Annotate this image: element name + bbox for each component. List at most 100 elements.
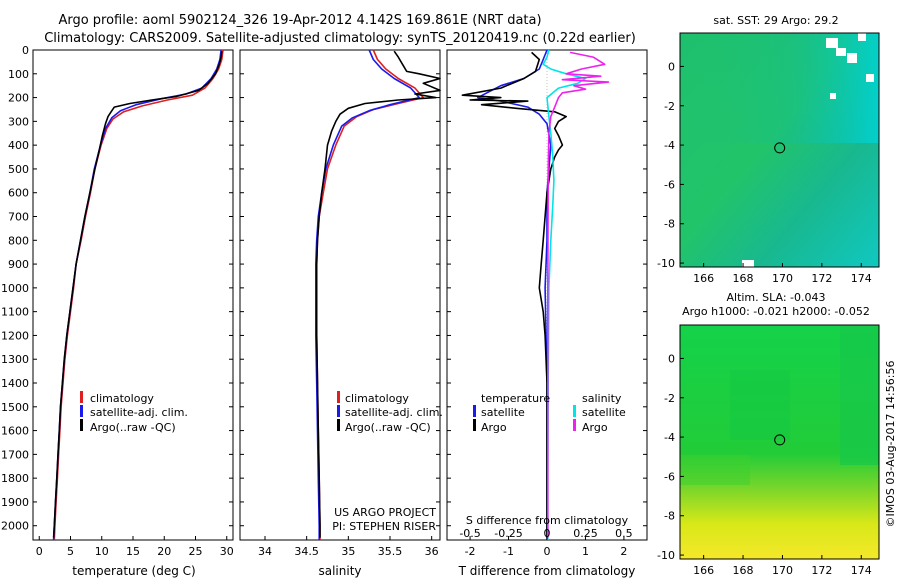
sla-map-subtitle: Argo h1000: -0.021 h2000: -0.052: [682, 305, 870, 318]
temperature-x-label: temperature (deg C): [72, 564, 195, 578]
sst-map-ticks: 166 168 170 172 174 0 -2 -4 -6 -8 -10: [657, 60, 872, 285]
longitude-tick-label: 172: [811, 272, 832, 285]
depth-tick-label: 600: [8, 187, 29, 200]
depth-tick-label: 700: [8, 211, 29, 224]
salinity-x-label: salinity: [318, 564, 361, 578]
temperature-legend: climatology satellite-adj. clim. Argo(..…: [80, 391, 188, 434]
x-tick-label: 2: [620, 545, 627, 558]
depth-tick-label: 500: [8, 163, 29, 176]
legend-label-climatology: climatology: [90, 392, 154, 405]
legend-swatch-climatology: [337, 391, 340, 403]
depth-tick-label: 2000: [1, 520, 29, 533]
legend-label-satellite-adj: satellite-adj. clim.: [345, 406, 443, 419]
legend-swatch-s-satellite: [573, 405, 576, 417]
x-tick-label: 20: [157, 545, 171, 558]
s-tick-label: -0.25: [494, 527, 522, 540]
difference-curves: [461, 49, 610, 540]
depth-tick-label: 1600: [1, 425, 29, 438]
project-credit-line2: PI: STEPHEN RISER: [332, 520, 436, 533]
s-tick-label: 0.5: [615, 527, 633, 540]
x-tick-label: 36: [425, 545, 439, 558]
latitude-tick-label: -2: [664, 392, 675, 405]
legend-swatch-argo: [337, 419, 340, 431]
legend-label-satellite-adj: satellite-adj. clim.: [90, 406, 188, 419]
depth-y-ticks: 0 100 200 300 400 500 600 700 800 900 1000 1100 1200…: [1, 44, 233, 533]
salinity-x-ticks: 34 34.5 35 35.5 36: [258, 536, 439, 558]
s-difference-x-ticks: -0.5 -0.25 0 0.25 0.5: [459, 527, 632, 540]
s-tick-label: 0: [544, 527, 551, 540]
figure-title-line1: Argo profile: aoml 5902124_326 19-Apr-20…: [58, 13, 541, 28]
legend-label-s-satellite: satellite: [582, 406, 626, 419]
depth-tick-label: 1300: [1, 353, 29, 366]
s-tick-label: -0.5: [459, 527, 480, 540]
x-tick-label: 5: [67, 545, 74, 558]
depth-tick-label: 1400: [1, 377, 29, 390]
x-tick-label: 25: [189, 545, 203, 558]
legend-swatch-t-argo: [473, 419, 476, 431]
x-tick-label: 34.5: [294, 545, 319, 558]
depth-tick-label: 1000: [1, 282, 29, 295]
longitude-tick-label: 174: [851, 272, 872, 285]
difference-panel: -2 -1 0 1 2 -0.5 -0.25 0 0.25 0.5 S difference f…: [446, 49, 648, 578]
x-tick-label: 30: [220, 545, 234, 558]
sst-map-frame: [679, 32, 880, 268]
depth-tick-label: 1500: [1, 401, 29, 414]
sst-map: sat. SST: 29 Argo: 29.2 166 168 170 172 174 0…: [657, 14, 880, 285]
legend-swatch-climatology: [80, 391, 83, 403]
x-tick-label: 0: [544, 545, 551, 558]
latitude-tick-label: -4: [664, 431, 675, 444]
differences-series-t-argo: [461, 51, 568, 538]
sla-map: Altim. SLA: -0.043 Argo h1000: -0.021 h2…: [657, 291, 880, 577]
latitude-tick-label: -8: [664, 218, 675, 231]
longitude-tick-label: 166: [693, 564, 714, 577]
figure-title-line2: Climatology: CARS2009. Satellite-adjuste…: [44, 31, 636, 46]
temperature-x-ticks: 0 5 10 15 20 25 30: [36, 536, 234, 558]
x-tick-label: -1: [503, 545, 514, 558]
depth-tick-label: 1100: [1, 306, 29, 319]
temperature-series-argo-raw-qc: [52, 51, 223, 538]
longitude-tick-label: 168: [733, 564, 754, 577]
longitude-tick-label: 170: [772, 564, 793, 577]
latitude-tick-label: -2: [664, 100, 675, 113]
longitude-tick-label: 172: [811, 564, 832, 577]
differences-series-s-satellite: [542, 49, 587, 540]
sla-map-ticks: 166 168 170 172 174 0 -2 -4 -6 -8 -10: [657, 352, 872, 577]
s-difference-x-label: S difference from climatology: [466, 514, 629, 527]
imos-credit: ©IMOS 03-Aug-2017 14:56:56: [884, 361, 897, 528]
depth-tick-label: 1700: [1, 448, 29, 461]
differences-series-s-argo: [546, 51, 610, 538]
legend-swatch-argo: [80, 419, 83, 431]
legend-label-argo: Argo(..raw -QC): [90, 421, 176, 434]
project-credit-line1: US ARGO PROJECT: [334, 506, 436, 519]
t-difference-x-label: T difference from climatology: [458, 564, 636, 578]
legend-label-t-satellite: satellite: [481, 406, 525, 419]
longitude-tick-label: 174: [851, 564, 872, 577]
latitude-tick-label: 0: [668, 352, 675, 365]
latitude-tick-label: -6: [664, 178, 675, 191]
salinity-legend: climatology satellite-adj. clim. Argo(..…: [337, 391, 443, 434]
depth-tick-label: 200: [8, 92, 29, 105]
latitude-tick-label: -4: [664, 139, 675, 152]
sst-map-title: sat. SST: 29 Argo: 29.2: [713, 14, 838, 27]
legend-label-t-argo: Argo: [481, 421, 507, 434]
longitude-tick-label: 168: [733, 272, 754, 285]
x-tick-label: 35: [341, 545, 355, 558]
depth-tick-label: 100: [8, 68, 29, 81]
sst-land-mask: [742, 33, 874, 267]
legend-title-temperature: temperature: [481, 392, 550, 405]
depth-tick-label: 400: [8, 139, 29, 152]
salinity-series-argo-raw-qc: [315, 50, 441, 538]
legend-swatch-satellite-adj: [80, 405, 83, 417]
sla-map-frame: [679, 324, 880, 560]
latitude-tick-label: -6: [664, 470, 675, 483]
legend-label-argo: Argo(..raw -QC): [345, 421, 431, 434]
legend-swatch-t-satellite: [473, 405, 476, 417]
y-tick-marks: [240, 49, 440, 527]
difference-legend: temperature salinity satellite Argo sate…: [473, 392, 626, 434]
depth-tick-label: 900: [8, 258, 29, 271]
depth-tick-label: 1900: [1, 496, 29, 509]
temperature-curves: [52, 49, 224, 541]
x-tick-label: 10: [95, 545, 109, 558]
latitude-tick-label: -8: [664, 510, 675, 523]
